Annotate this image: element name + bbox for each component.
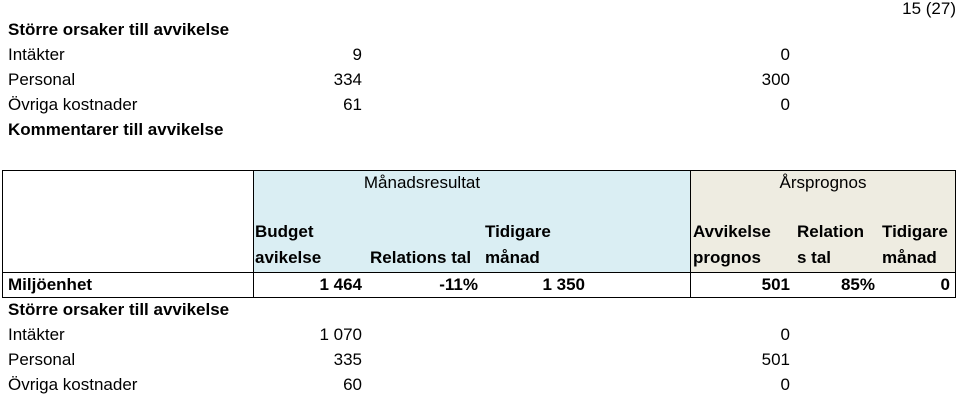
- column-header: Budget: [255, 222, 314, 241]
- cell-value: 0: [780, 95, 790, 114]
- section-heading: Kommentarer till avvikelse: [8, 120, 224, 139]
- column-header: s tal: [797, 248, 832, 267]
- cell-value: 0: [780, 45, 790, 64]
- forecast-header-bg: [690, 170, 955, 272]
- cell-value: -11%: [439, 275, 478, 294]
- cell-value: 85%: [840, 275, 875, 294]
- column-header: månad: [882, 248, 937, 267]
- monthly-header-bg: [253, 170, 690, 272]
- row-label: Övriga kostnader: [8, 375, 138, 394]
- cell-value: 0: [940, 275, 950, 294]
- column-header: månad: [485, 248, 540, 267]
- table-border: [2, 170, 956, 298]
- cell-value: 1 464: [319, 275, 362, 294]
- column-header: Tidigare: [485, 222, 551, 241]
- cell-value: 1 350: [542, 275, 585, 294]
- cell-value: 9: [352, 45, 362, 64]
- column-header: Avvikelse: [693, 222, 771, 241]
- header-rule: [2, 272, 956, 273]
- column-header: Relations tal: [370, 248, 472, 267]
- column-header: prognos: [693, 248, 761, 267]
- cell-value: 0: [780, 325, 790, 344]
- column-header: Tidigare: [882, 222, 948, 241]
- group-header: Månadsresultat: [363, 173, 481, 192]
- divider: [690, 170, 691, 298]
- cell-value: 501: [761, 275, 790, 294]
- cell-value: 334: [333, 70, 362, 89]
- cell-value: 60: [343, 375, 362, 394]
- row-label: Intäkter: [8, 325, 65, 344]
- column-header: avikelse: [255, 248, 322, 267]
- row-label: Miljöenhet: [8, 275, 93, 294]
- cell-value: 0: [780, 375, 790, 394]
- cell-value: 300: [761, 70, 790, 89]
- row-label: Intäkter: [8, 45, 65, 64]
- section-heading: Större orsaker till avvikelse: [8, 20, 230, 39]
- group-header: Årsprognos: [779, 173, 867, 192]
- cell-value: 61: [343, 95, 362, 114]
- cell-value: 501: [761, 350, 790, 369]
- section-heading: Större orsaker till avvikelse: [8, 300, 230, 319]
- row-label: Övriga kostnader: [8, 95, 138, 114]
- row-label: Personal: [8, 70, 76, 89]
- column-header: Relation: [797, 222, 865, 241]
- page-number: 15 (27): [902, 0, 956, 18]
- row-label: Personal: [8, 350, 76, 369]
- cell-value: 1 070: [319, 325, 362, 344]
- divider: [253, 170, 254, 298]
- cell-value: 335: [333, 350, 362, 369]
